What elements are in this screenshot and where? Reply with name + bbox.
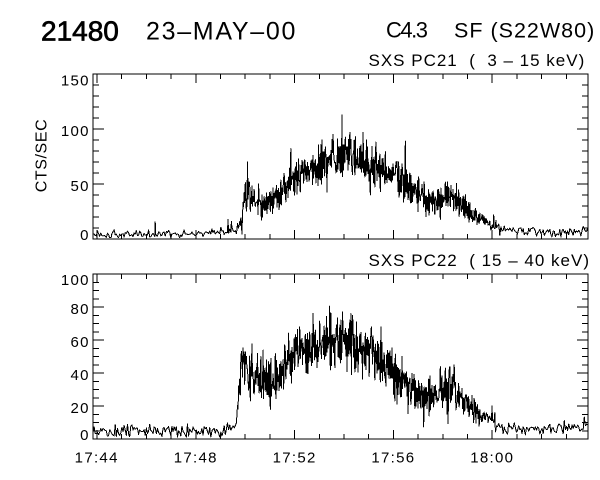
svg-text:SF (S22W80): SF (S22W80)	[454, 19, 595, 43]
svg-text:SXS PC22 ( 15 – 40 keV): SXS PC22 ( 15 – 40 keV)	[369, 251, 591, 270]
svg-text:0: 0	[80, 227, 90, 244]
svg-text:CTS/SEC: CTS/SEC	[33, 119, 50, 193]
svg-text:150: 150	[61, 72, 90, 89]
svg-text:100: 100	[61, 272, 90, 289]
svg-text:80: 80	[71, 301, 90, 318]
svg-text:C4.3: C4.3	[386, 18, 428, 43]
svg-text:50: 50	[71, 178, 90, 195]
svg-text:40: 40	[71, 367, 90, 384]
svg-text:23–MAY–00: 23–MAY–00	[146, 18, 297, 46]
svg-text:100: 100	[61, 123, 90, 140]
svg-text:17:44: 17:44	[75, 450, 119, 467]
svg-text:17:52: 17:52	[273, 450, 317, 467]
svg-text:21480: 21480	[41, 16, 119, 47]
svg-text:20: 20	[71, 400, 90, 417]
svg-text:0: 0	[80, 427, 90, 444]
svg-text:60: 60	[71, 334, 90, 351]
svg-text:17:48: 17:48	[174, 450, 218, 467]
svg-text:18:00: 18:00	[470, 450, 514, 467]
svg-text:SXS PC21 ( 3 – 15 keV): SXS PC21 ( 3 – 15 keV)	[369, 51, 586, 70]
svg-text:17:56: 17:56	[371, 450, 415, 467]
